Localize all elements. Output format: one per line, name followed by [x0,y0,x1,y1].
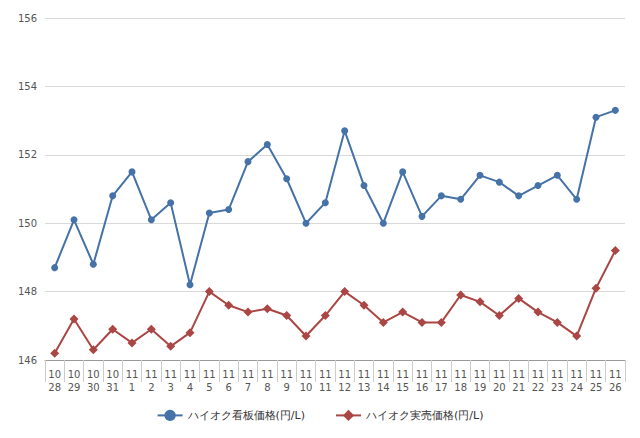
svg-text:10: 10 [106,369,119,380]
svg-text:11: 11 [609,369,622,380]
svg-text:11: 11 [416,369,429,380]
svg-text:11: 11 [222,369,235,380]
svg-text:11: 11 [242,369,255,380]
svg-text:11: 11 [145,369,158,380]
svg-text:7: 7 [245,382,251,393]
svg-text:11: 11 [377,369,390,380]
svg-text:11: 11 [590,369,603,380]
svg-text:15: 15 [396,382,409,393]
svg-text:4: 4 [187,382,193,393]
svg-text:11: 11 [358,369,371,380]
svg-text:11: 11 [493,369,506,380]
svg-text:8: 8 [264,382,270,393]
svg-text:10: 10 [300,382,313,393]
svg-text:22: 22 [532,382,545,393]
svg-text:10: 10 [87,369,100,380]
svg-text:11: 11 [570,369,583,380]
svg-text:11: 11 [280,369,293,380]
svg-text:28: 28 [48,382,61,393]
svg-text:10: 10 [68,369,81,380]
svg-text:11: 11 [300,369,313,380]
svg-text:11: 11 [435,369,448,380]
svg-text:11: 11 [512,369,525,380]
svg-text:5: 5 [206,382,212,393]
svg-text:11: 11 [164,369,177,380]
svg-text:25: 25 [590,382,603,393]
svg-text:ハイオク看板価格(円/L): ハイオク看板価格(円/L) [187,409,305,422]
svg-text:29: 29 [68,382,81,393]
svg-text:10: 10 [48,369,61,380]
svg-text:14: 14 [377,382,390,393]
svg-text:3: 3 [167,382,173,393]
svg-text:11: 11 [203,369,216,380]
svg-text:2: 2 [148,382,154,393]
svg-text:1: 1 [129,382,135,393]
svg-text:154: 154 [18,81,37,92]
svg-text:146: 146 [18,355,37,366]
svg-text:11: 11 [532,369,545,380]
svg-text:11: 11 [338,369,351,380]
svg-text:152: 152 [18,149,37,160]
svg-text:26: 26 [609,382,622,393]
svg-text:156: 156 [18,13,37,24]
svg-text:13: 13 [358,382,371,393]
svg-text:11: 11 [126,369,139,380]
svg-text:21: 21 [512,382,525,393]
svg-text:31: 31 [106,382,119,393]
svg-text:11: 11 [474,369,487,380]
svg-text:20: 20 [493,382,506,393]
svg-text:18: 18 [454,382,467,393]
svg-text:12: 12 [338,382,351,393]
svg-text:148: 148 [18,286,37,297]
svg-text:ハイオク実売価格(円/L): ハイオク実売価格(円/L) [365,409,483,422]
svg-text:6: 6 [225,382,231,393]
svg-text:9: 9 [283,382,289,393]
svg-text:11: 11 [319,369,332,380]
svg-text:150: 150 [18,218,37,229]
svg-text:30: 30 [87,382,100,393]
svg-text:11: 11 [184,369,197,380]
svg-text:23: 23 [551,382,564,393]
svg-text:11: 11 [551,369,564,380]
svg-text:19: 19 [474,382,487,393]
svg-text:11: 11 [396,369,409,380]
svg-text:11: 11 [319,382,332,393]
svg-text:16: 16 [416,382,429,393]
svg-text:24: 24 [570,382,583,393]
svg-text:11: 11 [454,369,467,380]
svg-text:17: 17 [435,382,448,393]
svg-text:11: 11 [261,369,274,380]
